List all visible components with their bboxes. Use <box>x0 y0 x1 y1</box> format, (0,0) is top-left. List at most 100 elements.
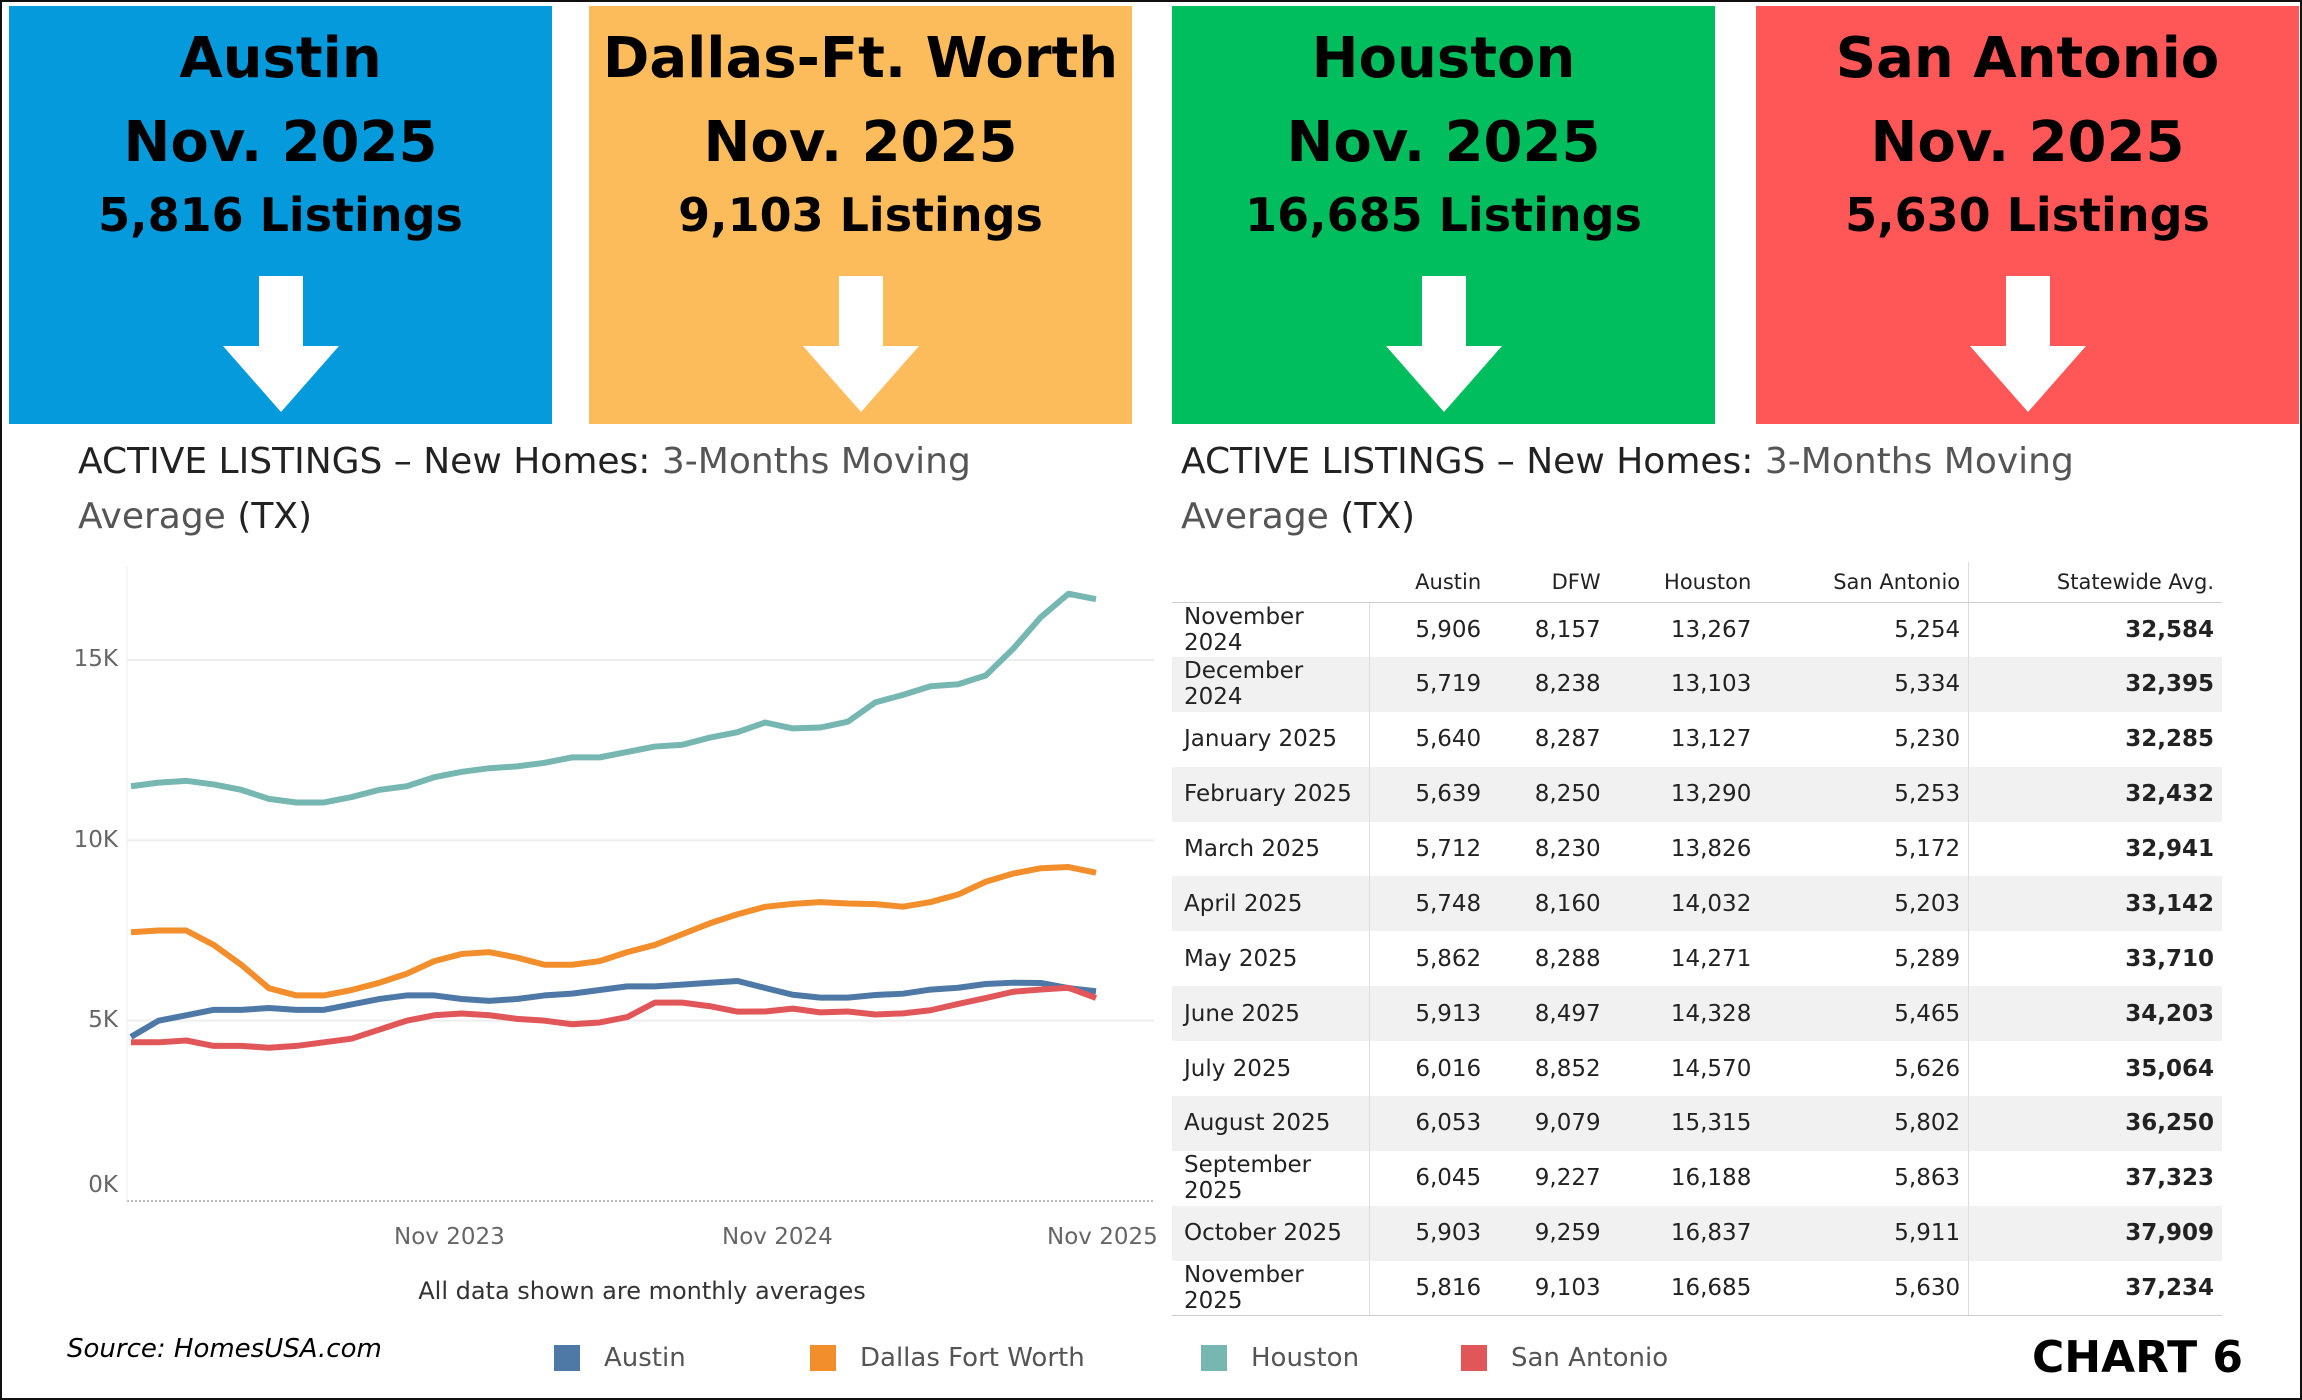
table-row: October 2025 5,903 9,259 16,837 5,911 37,909 <box>1172 1205 2222 1261</box>
y-tick-label: 15K <box>73 646 118 672</box>
table-cell: 16,188 <box>1670 1165 1752 1192</box>
legend-item-san-antonio[interactable]: San Antonio <box>1461 1343 1668 1373</box>
table-cell: 14,328 <box>1608 986 1760 1042</box>
x-tick-label: Nov 2023 <box>394 1224 505 1250</box>
table-row: November 2024 5,906 8,157 13,267 5,254 32,584 <box>1172 602 2222 657</box>
table-cell: 5,748 <box>1369 876 1490 932</box>
title-part: (TX) <box>225 496 313 537</box>
table-cell: 33,142 <box>1968 876 2222 932</box>
table-row: February 2025 5,639 8,250 13,290 5,253 32,432 <box>1172 766 2222 822</box>
table-cell: 8,852 <box>1534 1055 1601 1082</box>
table-cell: 37,234 <box>1968 1260 2222 1317</box>
table-cell: 37,909 <box>1968 1205 2222 1261</box>
y-tick-label: 0K <box>88 1172 118 1198</box>
series-line-austin <box>129 977 1097 1040</box>
legend-swatch <box>1201 1345 1227 1371</box>
table-cell: 9,103 <box>1489 1260 1609 1317</box>
table-cell: 5,911 <box>1759 1205 1969 1261</box>
legend-label: San Antonio <box>1511 1343 1669 1373</box>
column-header: San Antonio <box>1759 562 1969 603</box>
city-name: Houston <box>1311 26 1576 91</box>
legend-label: Austin <box>604 1343 686 1373</box>
table-cell: 14,032 <box>1608 876 1760 932</box>
title-part: Average <box>78 496 226 537</box>
table-cell: 14,570 <box>1670 1055 1752 1082</box>
table-cell: 13,103 <box>1608 656 1760 712</box>
city-box: Houston Nov. 2025 16,685 Listings <box>1172 6 1715 424</box>
table-cell: 5,862 <box>1415 945 1482 972</box>
title-part: 3-Months Moving <box>661 441 971 482</box>
month-label: Nov. 2025 <box>123 110 438 175</box>
city-name: Austin <box>179 26 382 91</box>
table-cell: April 2025 <box>1172 876 1370 932</box>
table-cell: 32,941 <box>1968 821 2222 877</box>
column-header: Houston <box>1608 562 1760 603</box>
arrow-down-icon <box>802 276 919 412</box>
table-cell: 8,287 <box>1534 726 1601 753</box>
table-cell: 35,064 <box>1968 1041 2222 1097</box>
city-box: Austin Nov. 2025 5,816 Listings <box>9 6 552 424</box>
table-cell: February 2025 <box>1172 766 1370 822</box>
legend-label: Houston <box>1251 1343 1360 1373</box>
table-cell: 5,903 <box>1369 1205 1490 1261</box>
table-cell: 9,227 <box>1534 1165 1601 1192</box>
table-cell: 33,710 <box>1968 931 2222 987</box>
city-box: Dallas-Ft. Worth Nov. 2025 9,103 Listing… <box>589 6 1132 424</box>
table-cell: 16,837 <box>1608 1205 1760 1261</box>
table-cell: 15,315 <box>1608 1096 1760 1151</box>
table-row: April 2025 5,748 8,160 14,032 5,203 33,142 <box>1172 876 2222 932</box>
table-cell: 9,079 <box>1489 1096 1609 1151</box>
table-row: July 2025 6,016 8,852 14,570 5,626 35,064 <box>1172 1041 2222 1097</box>
table-cell: 5,253 <box>1759 766 1969 822</box>
y-tick-label: 10K <box>73 827 118 853</box>
table-cell: 5,906 <box>1415 616 1482 643</box>
legend-item-dfw[interactable]: Dallas Fort Worth <box>810 1343 1085 1373</box>
table-cell: 6,016 <box>1415 1055 1482 1082</box>
table-cell: 5,640 <box>1415 726 1482 753</box>
month-label: Nov. 2025 <box>703 110 1018 175</box>
table-row: November 2025 5,816 9,103 16,685 5,630 37,234 <box>1172 1260 2222 1317</box>
table-row: September 2025 6,045 9,227 16,188 5,863 37,32… <box>1172 1150 2222 1206</box>
table-cell: 5,230 <box>1894 726 1961 753</box>
month-label: Nov. 2025 <box>1286 110 1601 175</box>
table-row: May 2025 5,862 8,288 14,271 5,289 33,710 <box>1172 931 2222 987</box>
listings-count: 16,685 Listings <box>1245 188 1642 242</box>
table-cell: 6,053 <box>1369 1096 1490 1151</box>
table-title: ACTIVE LISTINGS – New Homes: 3-Months Mo… <box>1181 434 2161 544</box>
legend-swatch <box>554 1345 580 1371</box>
table-cell: 37,323 <box>1968 1150 2222 1206</box>
column-header: Statewide Avg. <box>1968 562 2222 603</box>
title-part: ACTIVE LISTINGS – New Homes: <box>78 441 662 482</box>
table-cell: 8,497 <box>1489 986 1609 1042</box>
listings-count: 5,816 Listings <box>98 188 463 242</box>
table-cell: 36,250 <box>1968 1096 2222 1151</box>
table-cell: September 2025 <box>1172 1150 1370 1206</box>
arrow-down-icon <box>1969 276 2086 412</box>
table-cell: 6,045 <box>1415 1165 1482 1192</box>
arrow-down-icon <box>1385 276 1502 412</box>
table-cell: 5,254 <box>1894 616 1961 643</box>
table-cell: 14,271 <box>1670 945 1752 972</box>
table-cell: 32,285 <box>1968 711 2222 767</box>
table-cell: 13,290 <box>1608 766 1760 822</box>
source-text: Source: HomesUSA.com <box>67 1334 382 1364</box>
table-cell: January 2025 <box>1172 711 1370 767</box>
table-cell: May 2025 <box>1172 931 1370 987</box>
table-cell: August 2025 <box>1172 1096 1370 1151</box>
series-line-san-antonio <box>131 984 1098 1051</box>
table-cell: December 2024 <box>1172 656 1370 712</box>
legend-item-austin[interactable]: Austin <box>554 1343 686 1373</box>
x-tick-label: Nov 2025 <box>1047 1224 1158 1250</box>
legend-swatch <box>810 1345 836 1371</box>
table-cell: 5,289 <box>1894 945 1961 972</box>
y-tick-label: 5K <box>88 1007 118 1033</box>
listings-count: 5,630 Listings <box>1845 188 2210 242</box>
legend-item-houston[interactable]: Houston <box>1201 1343 1359 1373</box>
table-cell: 5,626 <box>1894 1055 1961 1082</box>
listings-table: Austin DFW Houston San Antonio Statewide Avg… <box>1172 562 2222 1317</box>
table-cell: 5,465 <box>1759 986 1969 1042</box>
table-cell: 8,230 <box>1534 836 1601 862</box>
table-cell: 5,172 <box>1894 836 1961 862</box>
series-line-houston <box>130 590 1097 806</box>
city-name: San Antonio <box>1835 26 2220 91</box>
